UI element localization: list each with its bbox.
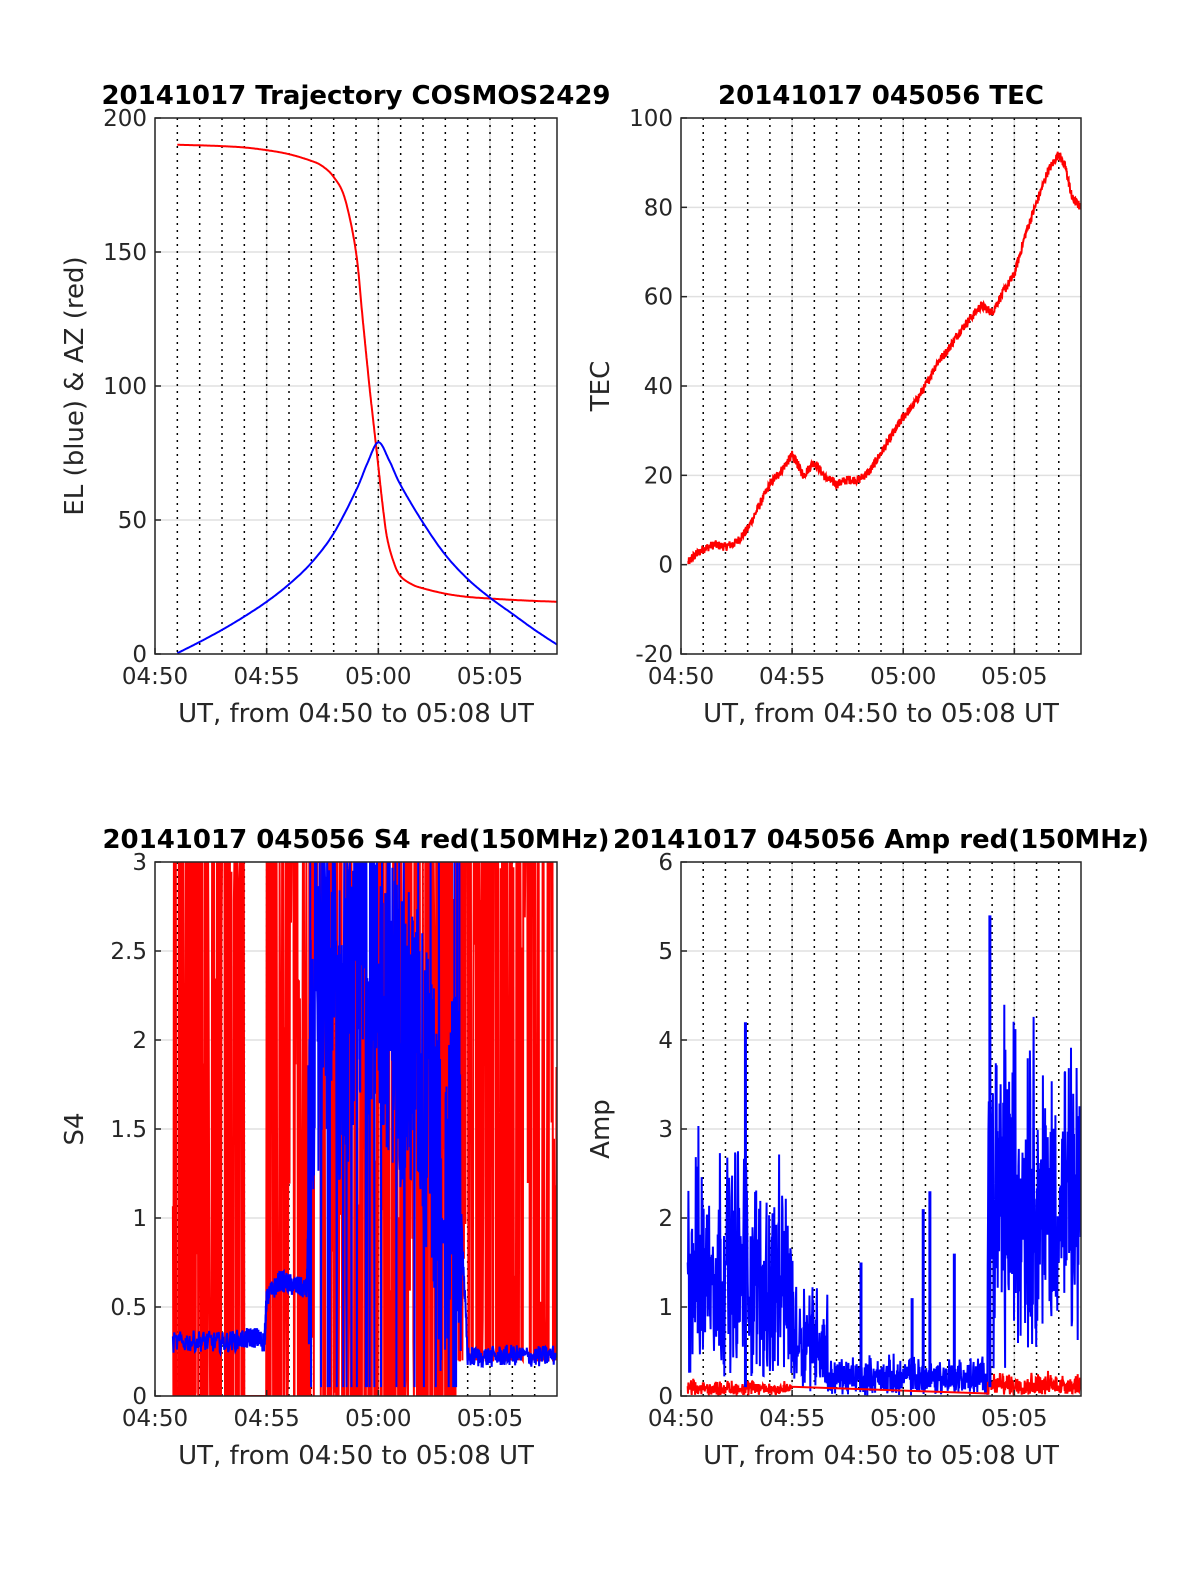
y-tick-label: 150 <box>103 240 147 266</box>
y-tick-label: 2.5 <box>110 939 147 965</box>
trajectory-panel: 04:50 04:55 05:00 05:05 0 50 100 150 20020141017… <box>60 81 611 729</box>
y-tick-label: 0.5 <box>110 1295 147 1321</box>
x-tick-label: 05:00 <box>870 1406 936 1432</box>
y-axis-label: Amp <box>586 1099 616 1159</box>
x-tick-label: 04:50 <box>648 664 714 690</box>
y-tick-label: 60 <box>644 285 673 311</box>
x-tick-label: 05:00 <box>870 664 936 690</box>
y-tick-label: 100 <box>103 374 147 400</box>
y-tick-label: 1.5 <box>110 1117 147 1143</box>
plot-area <box>176 143 557 654</box>
x-tick-label: 05:05 <box>457 1406 523 1432</box>
chart-title: 20141017 045056 Amp red(150MHz) <box>613 825 1149 855</box>
plot-area <box>686 915 1081 1396</box>
y-tick-label: 3 <box>658 1117 673 1143</box>
x-tick-label: 05:05 <box>981 664 1047 690</box>
y-tick-label: 40 <box>644 374 673 400</box>
y-tick-label: 6 <box>658 850 673 876</box>
series-envelope-1 <box>686 1370 1081 1396</box>
tec-panel: 04:50 04:55 05:00 05:05 -20 0 20 40 60 80 100 20141… <box>586 81 1082 729</box>
y-tick-label: 20 <box>644 463 673 489</box>
x-tick-label: 04:55 <box>234 664 300 690</box>
plot-area <box>687 151 1081 565</box>
x-axis-label: UT, from 04:50 to 05:08 UT <box>178 699 534 729</box>
x-axis-label: UT, from 04:50 to 05:08 UT <box>178 1441 534 1471</box>
y-tick-label: 2 <box>658 1206 673 1232</box>
y-tick-label: 3 <box>132 850 147 876</box>
series-line-0 <box>177 143 557 603</box>
x-tick-label: 04:55 <box>234 1406 300 1432</box>
x-tick-label: 05:00 <box>345 664 411 690</box>
x-tick-label: 04:55 <box>759 1406 825 1432</box>
x-axis-label: UT, from 04:50 to 05:08 UT <box>703 1441 1059 1471</box>
y-tick-label: 5 <box>658 939 673 965</box>
chart-title: 20141017 045056 TEC <box>718 81 1044 111</box>
y-tick-label: 0 <box>658 1384 673 1410</box>
y-tick-label: 1 <box>132 1206 147 1232</box>
series-line-0 <box>687 151 1081 565</box>
x-tick-label: 05:00 <box>345 1406 411 1432</box>
series-line-1 <box>171 862 557 1388</box>
y-tick-label: 0 <box>658 553 673 579</box>
y-tick-label: 0 <box>132 642 147 668</box>
y-tick-label: -20 <box>635 642 673 668</box>
y-tick-label: 4 <box>658 1028 673 1054</box>
y-axis-label: TEC <box>586 361 616 412</box>
plot-area <box>171 862 557 1396</box>
x-tick-label: 04:50 <box>648 1406 714 1432</box>
x-axis-label: UT, from 04:50 to 05:08 UT <box>703 699 1059 729</box>
y-tick-label: 80 <box>644 195 673 221</box>
y-axis-label: EL (blue) & AZ (red) <box>60 256 90 515</box>
x-tick-label: 05:05 <box>981 1406 1047 1432</box>
x-tick-label: 04:50 <box>122 664 188 690</box>
y-tick-label: 200 <box>103 106 147 132</box>
x-tick-label: 04:50 <box>122 1406 188 1432</box>
y-tick-label: 0 <box>132 1384 147 1410</box>
x-tick-label: 05:05 <box>457 664 523 690</box>
s4-panel: 04:50 04:55 05:00 05:05 0 0.5 1 1.5 2 2.5 32014101… <box>60 825 610 1471</box>
y-tick-label: 1 <box>658 1295 673 1321</box>
x-tick-label: 04:55 <box>759 664 825 690</box>
series-line-1 <box>176 441 557 654</box>
chart-title: 20141017 Trajectory COSMOS2429 <box>101 81 610 111</box>
y-tick-label: 50 <box>118 508 147 534</box>
y-axis-label: S4 <box>60 1112 90 1145</box>
y-tick-label: 100 <box>629 106 673 132</box>
series-envelope-0 <box>686 1004 1081 1396</box>
y-tick-label: 2 <box>132 1028 147 1054</box>
chart-title: 20141017 045056 S4 red(150MHz) <box>102 825 609 855</box>
